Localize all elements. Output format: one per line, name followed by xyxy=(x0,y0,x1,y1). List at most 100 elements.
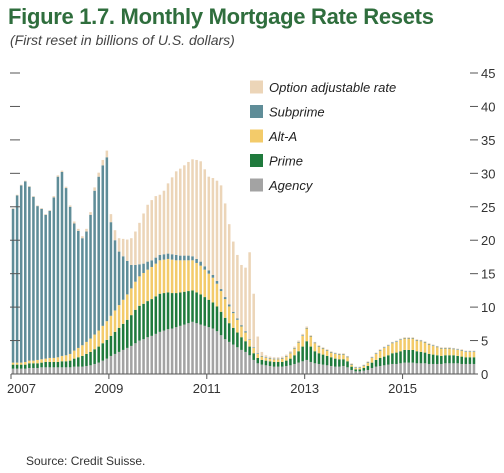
bar-segment-agency xyxy=(179,325,182,374)
bar-segment-alt-a xyxy=(36,359,39,364)
bar-segment-prime xyxy=(183,291,186,325)
bar-segment-alt-a xyxy=(431,345,435,355)
bar-segment-subprime xyxy=(370,357,374,358)
bar-segment-option-adjustable-rate xyxy=(64,186,68,189)
bar-segment-option-adjustable-rate xyxy=(313,341,317,343)
bar-segment-subprime xyxy=(227,304,231,307)
bar-segment-prime xyxy=(48,361,52,368)
bar-segment-subprime xyxy=(19,185,23,363)
bar-segment-subprime xyxy=(317,345,321,347)
bar-segment-alt-a xyxy=(472,351,476,358)
bar-segment-option-adjustable-rate xyxy=(321,347,325,348)
bar-segment-agency xyxy=(289,365,292,374)
bar-segment-alt-a xyxy=(81,345,84,356)
bar-segment-subprime xyxy=(268,357,272,359)
bar-segment-subprime xyxy=(28,186,31,361)
bar-segment-subprime xyxy=(64,188,68,356)
bar-segment-agency xyxy=(240,349,243,374)
bar-segment-agency xyxy=(150,335,153,374)
bar-segment-subprime xyxy=(325,349,329,351)
bar-segment-option-adjustable-rate xyxy=(183,165,186,256)
bar-segment-option-adjustable-rate xyxy=(227,224,231,305)
bar-segment-alt-a xyxy=(444,348,447,356)
bar-segment-subprime xyxy=(11,208,15,363)
bar-segment-subprime xyxy=(338,353,341,355)
bar-segment-prime xyxy=(395,352,398,364)
bar-segment-option-adjustable-rate xyxy=(301,333,304,336)
bar-segment-option-adjustable-rate xyxy=(40,208,43,209)
bar-segment-agency xyxy=(460,363,463,374)
bar-segment-option-adjustable-rate xyxy=(334,352,337,354)
bar-segment-agency xyxy=(468,363,472,374)
bar-segment-subprime xyxy=(158,254,162,261)
bar-segment-option-adjustable-rate xyxy=(32,196,35,197)
bar-segment-subprime xyxy=(68,206,72,354)
bar-segment-agency xyxy=(191,321,194,374)
bar-segment-option-adjustable-rate xyxy=(358,366,362,368)
bar-segment-alt-a xyxy=(236,319,239,333)
bar-segment-agency xyxy=(207,327,211,374)
bar-segment-subprime xyxy=(170,254,174,260)
bar-segment-alt-a xyxy=(280,358,284,362)
bar-segment-subprime xyxy=(301,335,304,336)
bar-segment-subprime xyxy=(150,260,153,267)
bar-segment-prime xyxy=(60,361,64,368)
bar-segment-alt-a xyxy=(252,347,255,354)
bar-segment-prime xyxy=(293,355,296,364)
bar-segment-alt-a xyxy=(117,305,121,328)
bar-segment-option-adjustable-rate xyxy=(15,194,19,196)
bar-segment-subprime xyxy=(407,337,410,339)
bar-segment-agency xyxy=(162,330,166,374)
bar-segment-option-adjustable-rate xyxy=(158,194,162,255)
bar-segment-prime xyxy=(354,369,357,372)
bar-segment-option-adjustable-rate xyxy=(452,347,455,349)
bar-segment-prime xyxy=(72,358,76,367)
legend-label-alt-a: Alt-A xyxy=(268,129,297,144)
x-tick-label: 2015 xyxy=(388,381,417,396)
bar-segment-option-adjustable-rate xyxy=(256,336,260,354)
bar-segment-alt-a xyxy=(272,359,276,362)
bar-segment-alt-a xyxy=(183,260,186,292)
legend-label-subprime: Subprime xyxy=(269,105,325,120)
bar-segment-agency xyxy=(407,362,410,374)
bar-segment-subprime xyxy=(174,254,178,261)
bar-segment-prime xyxy=(219,311,223,336)
bar-segment-agency xyxy=(293,363,296,374)
bar-segment-subprime xyxy=(346,356,349,358)
bar-segment-alt-a xyxy=(378,350,382,358)
bar-segment-alt-a xyxy=(142,273,145,304)
bar-segment-alt-a xyxy=(138,276,141,306)
y-tick-label: 25 xyxy=(481,200,495,215)
bar-segment-prime xyxy=(77,357,80,367)
bar-segment-agency xyxy=(68,367,72,374)
bar-segment-alt-a xyxy=(342,354,345,360)
bar-segment-subprime xyxy=(321,347,325,349)
bar-segment-alt-a xyxy=(134,281,137,310)
bar-segment-prime xyxy=(105,339,109,359)
bar-segment-option-adjustable-rate xyxy=(109,214,113,223)
bar-segment-option-adjustable-rate xyxy=(179,168,182,256)
bar-segment-option-adjustable-rate xyxy=(362,364,366,366)
bar-segment-alt-a xyxy=(297,342,300,352)
bar-segment-agency xyxy=(28,367,31,374)
bar-segment-prime xyxy=(399,351,402,364)
bar-segment-alt-a xyxy=(28,360,31,364)
bar-segment-option-adjustable-rate xyxy=(211,178,215,276)
bar-segment-alt-a xyxy=(374,353,378,360)
bar-segment-prime xyxy=(121,323,125,350)
bar-segment-alt-a xyxy=(407,338,410,350)
bar-segment-prime xyxy=(97,346,100,363)
bar-segment-agency xyxy=(321,364,325,374)
bar-segment-option-adjustable-rate xyxy=(309,335,313,336)
bar-segment-agency xyxy=(158,331,162,374)
bar-segment-agency xyxy=(370,367,374,374)
bar-segment-option-adjustable-rate xyxy=(472,350,476,352)
legend-swatch-prime xyxy=(250,154,263,167)
bar-segment-agency xyxy=(130,345,133,374)
bar-segment-subprime xyxy=(56,176,60,358)
bar-segment-prime xyxy=(427,353,431,364)
bar-segment-prime xyxy=(240,337,243,350)
bar-segment-alt-a xyxy=(464,351,468,358)
bar-segment-prime xyxy=(158,293,162,332)
legend-swatch-subprime xyxy=(250,105,263,118)
